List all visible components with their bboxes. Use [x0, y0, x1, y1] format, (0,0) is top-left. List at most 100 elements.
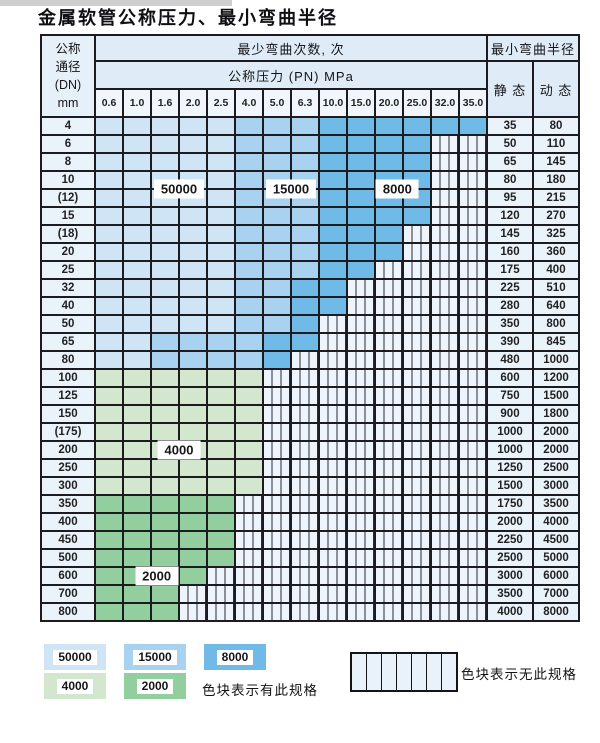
cell-dn6-pn10.0	[320, 136, 346, 152]
cell-dn80-pn15.0	[348, 352, 374, 368]
cell-dn250-pn32.0	[432, 460, 458, 476]
cell-dn6-pn1.6	[152, 136, 178, 152]
cell-dn450-pn25.0	[404, 532, 430, 548]
cell-dn150-pn6.3	[292, 406, 318, 422]
cell-dn(175)-pn15.0	[348, 424, 374, 440]
pressure-col-10.0: 10.0	[320, 90, 346, 116]
cell-dn200-pn25.0	[404, 442, 430, 458]
cell-dn800-pn0.6	[96, 604, 122, 620]
cell-dn65-pn25.0	[404, 334, 430, 350]
static-radius-8: 65	[488, 154, 532, 170]
cell-dn450-pn1.0	[124, 532, 150, 548]
cell-dn40-pn6.3	[292, 298, 318, 314]
dynamic-radius-(18): 325	[534, 226, 578, 242]
cell-dn150-pn15.0	[348, 406, 374, 422]
cell-dn400-pn32.0	[432, 514, 458, 530]
cell-dn800-pn15.0	[348, 604, 374, 620]
cell-dn400-pn35.0	[460, 514, 486, 530]
dynamic-radius-350: 3500	[534, 496, 578, 512]
nominal-pressure-header: 公称压力 (PN) MPa	[96, 62, 486, 88]
cell-dn450-pn15.0	[348, 532, 374, 548]
pressure-col-5.0: 5.0	[264, 90, 290, 116]
cell-dn80-pn1.6	[152, 352, 178, 368]
cell-dn350-pn20.0	[376, 496, 402, 512]
static-radius-15: 120	[488, 208, 532, 224]
cell-dn450-pn4.0	[236, 532, 262, 548]
cell-dn32-pn20.0	[376, 280, 402, 296]
cell-dn25-pn15.0	[348, 262, 374, 278]
dynamic-radius-450: 4500	[534, 532, 578, 548]
cell-dn400-pn6.3	[292, 514, 318, 530]
static-radius-20: 160	[488, 244, 532, 260]
cell-dn150-pn5.0	[264, 406, 290, 422]
cell-dn100-pn1.6	[152, 370, 178, 386]
dynamic-radius-100: 1200	[534, 370, 578, 386]
static-radius-200: 1000	[488, 442, 532, 458]
cell-dn700-pn0.6	[96, 586, 122, 602]
cell-dn8-pn6.3	[292, 154, 318, 170]
cell-dn65-pn32.0	[432, 334, 458, 350]
cell-dn32-pn5.0	[264, 280, 290, 296]
cell-dn4-pn0.6	[96, 118, 122, 134]
cell-dn20-pn2.5	[208, 244, 234, 260]
dn-cell-300: 300	[42, 478, 94, 494]
cell-dn700-pn5.0	[264, 586, 290, 602]
cell-dn4-pn2.0	[180, 118, 206, 134]
cell-dn200-pn5.0	[264, 442, 290, 458]
dynamic-radius-800: 8000	[534, 604, 578, 620]
cell-dn65-pn5.0	[264, 334, 290, 350]
cell-dn300-pn32.0	[432, 478, 458, 494]
cell-dn10-pn2.5	[208, 172, 234, 188]
band-label-15000: 15000	[265, 179, 317, 199]
cell-dn200-pn35.0	[460, 442, 486, 458]
cell-dn15-pn15.0	[348, 208, 374, 224]
cell-dn125-pn1.6	[152, 388, 178, 404]
static-radius-600: 3000	[488, 568, 532, 584]
cell-dn20-pn2.0	[180, 244, 206, 260]
no-spec-stripe-cell	[442, 654, 456, 690]
static-radius-4: 35	[488, 118, 532, 134]
legend-no-spec-text: 色块表示无此规格	[461, 667, 577, 682]
dynamic-radius-150: 1800	[534, 406, 578, 422]
cell-dn700-pn15.0	[348, 586, 374, 602]
cell-dn8-pn1.0	[124, 154, 150, 170]
cell-dn6-pn1.0	[124, 136, 150, 152]
cell-dn(18)-pn10.0	[320, 226, 346, 242]
cell-dn700-pn1.0	[124, 586, 150, 602]
cell-dn32-pn2.0	[180, 280, 206, 296]
dn-cell-8: 8	[42, 154, 94, 170]
cell-dn(175)-pn5.0	[264, 424, 290, 440]
cell-dn150-pn20.0	[376, 406, 402, 422]
cell-dn40-pn1.0	[124, 298, 150, 314]
cell-dn600-pn5.0	[264, 568, 290, 584]
cell-dn8-pn35.0	[460, 154, 486, 170]
cell-dn125-pn15.0	[348, 388, 374, 404]
cell-dn8-pn10.0	[320, 154, 346, 170]
cell-dn32-pn35.0	[460, 280, 486, 296]
cell-dn50-pn1.0	[124, 316, 150, 332]
cell-dn10-pn1.0	[124, 172, 150, 188]
cell-dn200-pn20.0	[376, 442, 402, 458]
cell-dn400-pn2.5	[208, 514, 234, 530]
cell-dn100-pn32.0	[432, 370, 458, 386]
static-radius-100: 600	[488, 370, 532, 386]
cell-dn6-pn4.0	[236, 136, 262, 152]
cell-dn80-pn25.0	[404, 352, 430, 368]
static-radius-350: 1750	[488, 496, 532, 512]
cell-dn80-pn2.0	[180, 352, 206, 368]
cell-dn50-pn35.0	[460, 316, 486, 332]
cell-dn25-pn6.3	[292, 262, 318, 278]
cell-dn20-pn1.6	[152, 244, 178, 260]
cell-dn(175)-pn2.5	[208, 424, 234, 440]
cell-dn4-pn20.0	[376, 118, 402, 134]
cell-dn700-pn32.0	[432, 586, 458, 602]
cell-dn40-pn4.0	[236, 298, 262, 314]
cell-dn500-pn35.0	[460, 550, 486, 566]
cell-dn250-pn20.0	[376, 460, 402, 476]
cell-dn15-pn35.0	[460, 208, 486, 224]
cell-dn150-pn2.5	[208, 406, 234, 422]
cell-dn100-pn4.0	[236, 370, 262, 386]
cell-dn6-pn2.0	[180, 136, 206, 152]
cell-dn250-pn5.0	[264, 460, 290, 476]
cell-dn50-pn4.0	[236, 316, 262, 332]
